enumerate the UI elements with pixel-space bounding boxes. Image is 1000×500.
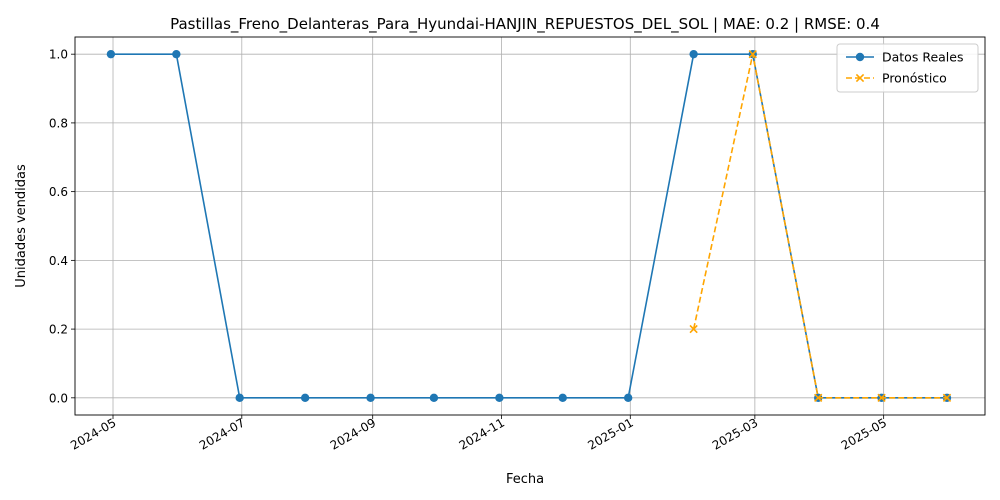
data-point [748, 50, 757, 59]
y-tick-label: 0.2 [49, 323, 68, 337]
data-point [235, 393, 244, 403]
series-layer [106, 49, 952, 403]
data-point [429, 393, 439, 403]
data-point [366, 393, 375, 403]
data-point [558, 393, 567, 403]
y-tick-label: 0.0 [49, 391, 68, 405]
y-tick-label: 0.8 [49, 116, 68, 130]
data-point [877, 393, 886, 402]
data-point [689, 49, 698, 59]
data-point [106, 49, 116, 59]
y-tick-label: 1.0 [49, 48, 68, 62]
legend-box [836, 43, 979, 93]
legend-label: Pronóstico [882, 71, 947, 86]
legend-marker [855, 52, 865, 62]
legend-marker [855, 73, 865, 83]
legend: Datos Reales Pronóstico [836, 43, 979, 93]
chart-title: Pastillas_Freno_Delanteras_Para_Hyundai-… [170, 15, 880, 34]
data-point [689, 324, 698, 334]
data-point [623, 393, 633, 403]
y-tick-label: 0.4 [49, 254, 68, 268]
data-point [172, 49, 181, 59]
y-axis-label: Unidades vendidas [14, 164, 29, 288]
y-tick-label: 0.6 [49, 185, 68, 199]
x-axis-label: Fecha [506, 472, 544, 487]
grid [75, 37, 985, 415]
data-point [814, 393, 823, 402]
plot-area-frame [74, 36, 986, 416]
data-point [942, 393, 952, 402]
data-point [300, 393, 310, 403]
legend-label: Datos Reales [882, 50, 963, 65]
data-point [495, 393, 504, 403]
series-2 [689, 50, 952, 402]
